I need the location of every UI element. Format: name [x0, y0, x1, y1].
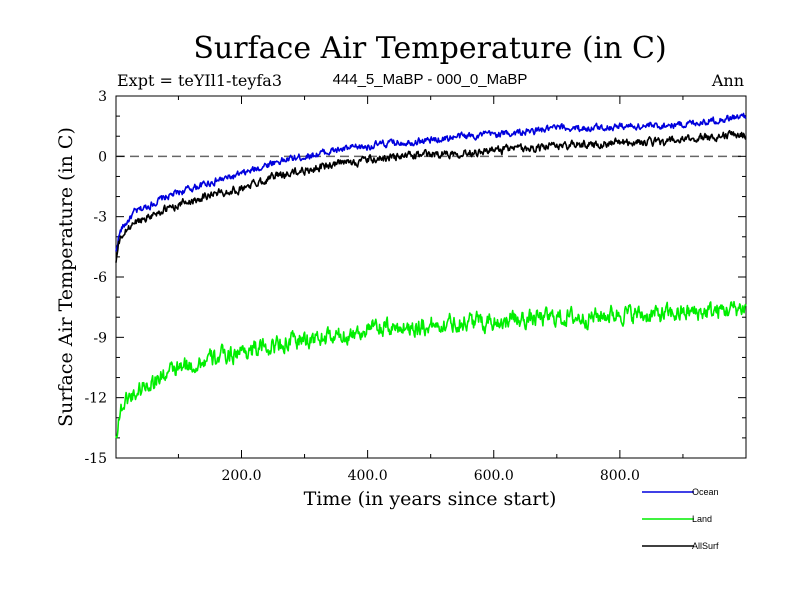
- x-tick-label: 400.0: [348, 468, 388, 484]
- y-tick-label: 0: [98, 149, 107, 165]
- x-tick-label: 800.0: [600, 468, 640, 484]
- legend-label-land: Land: [692, 514, 712, 524]
- plot-area: -15 -12 -9 -6 -3 0 3 200.0 400.0 600.0 800.0: [84, 89, 747, 484]
- plot-frame: [115, 95, 747, 459]
- y-axis-label: Surface Air Temperature (in C): [55, 127, 77, 427]
- legend-label-allsurf: AllSurf: [692, 541, 719, 551]
- legend: Ocean Land AllSurf: [642, 487, 719, 551]
- y-tick-label: -15: [84, 451, 107, 467]
- period-label: Ann: [711, 71, 744, 90]
- chart-title: Surface Air Temperature (in C): [193, 31, 666, 66]
- legend-label-ocean: Ocean: [692, 487, 719, 497]
- x-axis-label: Time (in years since start): [304, 488, 557, 510]
- series-line-allsurf: [115, 129, 747, 263]
- y-tick-label: 3: [98, 89, 107, 105]
- chart-subtitle: 444_5_MaBP - 000_0_MaBP: [333, 71, 528, 88]
- y-tick-label: -9: [93, 330, 107, 346]
- x-tick-label: 600.0: [474, 468, 514, 484]
- y-tick-label: -12: [84, 391, 107, 407]
- series-line-ocean: [115, 112, 747, 252]
- y-tick-label: -6: [93, 270, 107, 286]
- series-line-land: [115, 300, 747, 439]
- x-tick-label: 200.0: [221, 468, 261, 484]
- y-tick-label: -3: [93, 210, 107, 226]
- experiment-label: Expt = teYIl1-teyfa3: [117, 71, 282, 90]
